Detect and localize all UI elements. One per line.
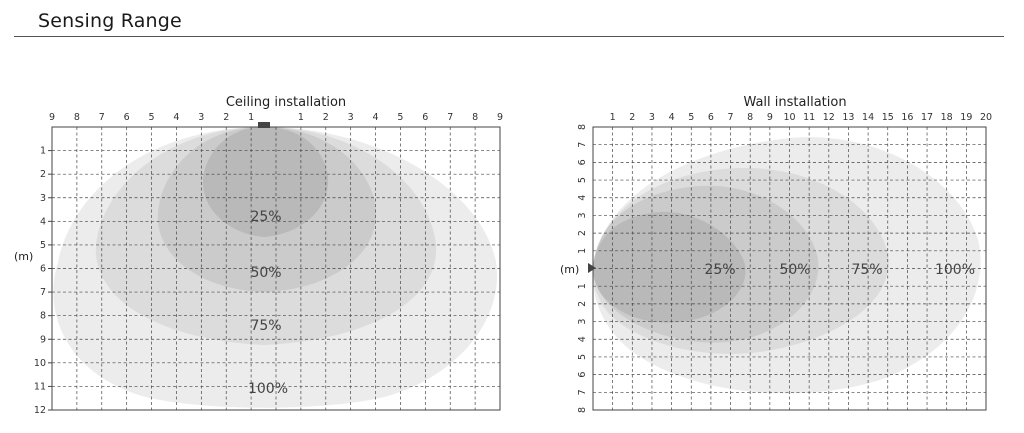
ceiling-x-tick-label: 3	[348, 112, 354, 123]
ceiling-x-tick-label: 5	[149, 112, 155, 123]
ceiling-y-tick-label: 11	[34, 381, 46, 392]
ceiling-x-tick-label: 3	[198, 112, 204, 123]
wall-y-tick-label: 4	[577, 195, 588, 201]
wall-x-tick-label: 2	[629, 112, 635, 123]
wall-diagram: Wall installation 1 2 3 4 5 6 7 8 9 10 11 12 13 14 15 1…	[560, 95, 992, 413]
ceiling-y-tick-label: 7	[40, 287, 46, 298]
wall-x-tick-label: 4	[669, 112, 675, 123]
wall-y-tick-label: 8	[577, 407, 588, 413]
ceiling-y-tick-label: 1	[40, 146, 46, 157]
wall-x-tick-label: 15	[882, 112, 894, 123]
ceiling-x-tick-label: 2	[323, 112, 329, 123]
ceiling-x-tick-label: 5	[397, 112, 403, 123]
wall-y-tick-label: 7	[577, 389, 588, 395]
wall-unit-label: (m)	[560, 263, 579, 276]
ceiling-x-ticks: 9 8 7 6 5 4 3 2 1 1 2 3 4 5 6 7 8 9	[49, 112, 503, 123]
wall-x-tick-label: 5	[688, 112, 694, 123]
wall-zone-25	[593, 211, 746, 323]
ceiling-x-tick-label: 2	[223, 112, 229, 123]
wall-y-tick-label: 4	[577, 336, 588, 342]
wall-y-tick-label: 6	[577, 159, 588, 165]
wall-label-25: 25%	[704, 262, 735, 278]
wall-y-tick-label: 8	[577, 124, 588, 130]
wall-y-tick-label: 3	[577, 212, 588, 218]
ceiling-x-tick-label: 9	[49, 112, 55, 123]
wall-y-tick-label: 1	[577, 248, 588, 254]
wall-x-tick-label: 13	[842, 112, 854, 123]
wall-y-tick-label: 2	[577, 301, 588, 307]
title-divider	[14, 36, 1004, 37]
ceiling-y-tick-label: 5	[40, 240, 46, 251]
ceiling-x-tick-label: 6	[124, 112, 130, 123]
ceiling-y-tick-label: 10	[34, 358, 46, 369]
ceiling-x-tick-label: 9	[497, 112, 503, 123]
wall-label-100: 100%	[935, 262, 975, 278]
ceiling-y-tick-label: 4	[40, 216, 46, 227]
ceiling-x-tick-label: 7	[99, 112, 105, 123]
ceiling-x-tick-label: 1	[248, 112, 254, 123]
wall-y-tick-label: 7	[577, 142, 588, 148]
ceiling-label-25: 25%	[250, 209, 281, 225]
page-title: Sensing Range	[38, 10, 182, 32]
ceiling-x-tick-label: 6	[422, 112, 428, 123]
wall-x-tick-label: 17	[921, 112, 933, 123]
ceiling-y-tick-label: 12	[34, 405, 46, 416]
wall-x-tick-label: 19	[960, 112, 972, 123]
ceiling-x-tick-label: 4	[373, 112, 379, 123]
wall-x-tick-label: 12	[823, 112, 835, 123]
wall-x-tick-label: 16	[901, 112, 913, 123]
ceiling-x-tick-label: 8	[472, 112, 478, 123]
ceiling-title: Ceiling installation	[226, 95, 346, 110]
wall-y-tick-label: 5	[577, 354, 588, 360]
ceiling-x-tick-label: 7	[447, 112, 453, 123]
wall-x-tick-label: 14	[862, 112, 874, 123]
ceiling-label-75: 75%	[250, 318, 281, 334]
wall-title: Wall installation	[743, 95, 846, 110]
ceiling-y-tick-label: 3	[40, 193, 46, 204]
wall-x-tick-label: 6	[708, 112, 714, 123]
wall-y-tick-label: 2	[577, 230, 588, 236]
wall-x-tick-label: 7	[728, 112, 734, 123]
wall-y-tick-label: 1	[577, 283, 588, 289]
ceiling-x-tick-label: 4	[173, 112, 179, 123]
ceiling-x-tick-label: 8	[74, 112, 80, 123]
ceiling-x-tick-label: 1	[298, 112, 304, 123]
wall-x-tick-label: 3	[649, 112, 655, 123]
ceiling-unit-label: (m)	[14, 250, 33, 263]
wall-x-tick-label: 20	[980, 112, 992, 123]
wall-label-50: 50%	[779, 262, 810, 278]
wall-y-tick-label: 6	[577, 372, 588, 378]
wall-y-ticks: 8 7 6 5 4 3 2 1 1 2 3 4 5 6 7 8	[577, 124, 588, 413]
wall-x-tick-label: 11	[803, 112, 815, 123]
ceiling-zone-25	[202, 127, 329, 237]
wall-x-tick-label: 9	[767, 112, 773, 123]
wall-y-tick-label: 5	[577, 177, 588, 183]
wall-x-tick-label: 1	[610, 112, 616, 123]
wall-x-ticks: 1 2 3 4 5 6 7 8 9 10 11 12 13 14 15 16 17 18 19 20	[610, 112, 992, 123]
ceiling-label-100: 100%	[248, 381, 288, 397]
ceiling-y-tick-label: 9	[40, 334, 46, 345]
wall-sensor-icon	[588, 263, 596, 273]
wall-x-tick-label: 8	[747, 112, 753, 123]
ceiling-y-tick-label: 2	[40, 169, 46, 180]
wall-x-tick-label: 18	[941, 112, 953, 123]
ceiling-sensor-icon	[258, 122, 270, 128]
wall-y-tick-label: 3	[577, 319, 588, 325]
wall-x-tick-label: 10	[783, 112, 795, 123]
wall-label-75: 75%	[851, 262, 882, 278]
ceiling-y-tick-label: 6	[40, 264, 46, 275]
ceiling-y-tick-label: 8	[40, 311, 46, 322]
ceiling-label-50: 50%	[250, 265, 281, 281]
wall-grid	[593, 127, 986, 410]
